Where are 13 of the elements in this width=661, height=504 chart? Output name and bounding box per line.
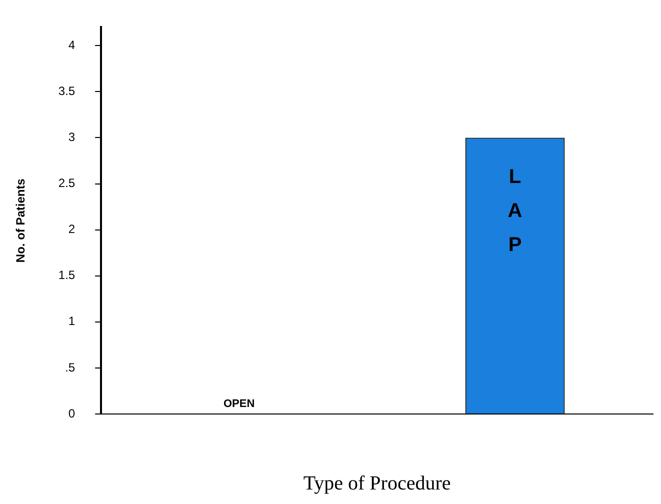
y-axis-title: No. of Patients <box>14 178 28 263</box>
x-tick-label: LAP <box>508 166 522 256</box>
x-axis-title: Type of Procedure <box>303 472 451 494</box>
y-tick-label: 3 <box>68 130 76 144</box>
y-tick-label: 3.5 <box>58 84 76 98</box>
y-tick-label: 2 <box>68 222 76 236</box>
y-tick-label: 2.5 <box>58 176 76 190</box>
y-tick-label: .5 <box>65 360 76 374</box>
x-tick-label: OPEN <box>223 398 255 410</box>
y-tick-label: 1.5 <box>58 268 76 282</box>
y-tick-label: 0 <box>68 406 76 420</box>
y-tick-label: 4 <box>68 38 76 52</box>
y-tick-label: 1 <box>68 314 76 328</box>
